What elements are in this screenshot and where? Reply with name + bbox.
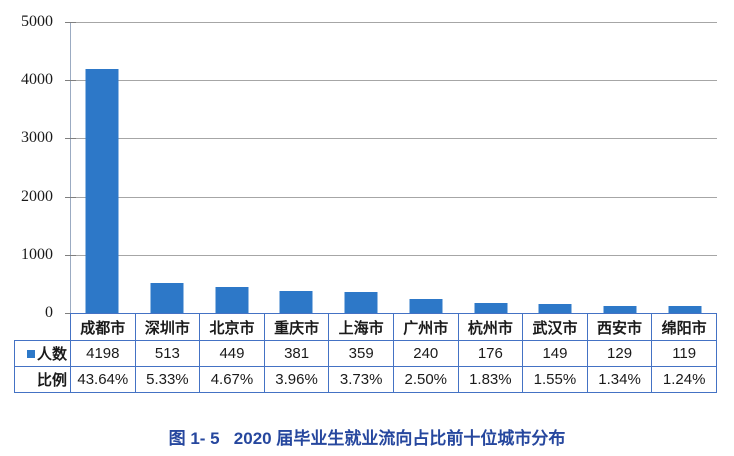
percent-cell: 1.83% (457, 366, 524, 393)
count-cell: 4198 (70, 340, 136, 367)
city-cell: 深圳市 (134, 313, 201, 341)
gridline-4000 (71, 80, 717, 81)
city-cell: 上海市 (328, 313, 394, 341)
y-axis-tick (65, 80, 76, 81)
y-axis-tick-label: 5000 (21, 13, 53, 30)
y-axis-tick (65, 255, 76, 256)
table-row-cities: 成都市 深圳市 北京市 重庆市 上海市 广州市 杭州市 武汉市 西安市 绵阳市 (15, 313, 717, 341)
row-label-count: 人数 (14, 340, 71, 367)
bar-beijing (215, 286, 249, 313)
count-cell: 240 (392, 340, 459, 367)
bar-column (394, 22, 459, 313)
count-cell: 176 (457, 340, 524, 367)
city-cell: 重庆市 (263, 313, 330, 341)
count-cell: 149 (522, 340, 588, 367)
bar-shenzhen (150, 283, 184, 313)
bar-column (652, 22, 717, 313)
bar-column (329, 22, 394, 313)
y-axis: 5000 4000 3000 2000 1000 0 (0, 0, 62, 340)
city-cell: 武汉市 (522, 313, 588, 341)
y-axis-tick (65, 197, 76, 198)
city-cell: 成都市 (70, 313, 136, 341)
gridline-1000 (71, 255, 717, 256)
y-axis-tick-label: 3000 (21, 129, 53, 146)
bar-column (70, 22, 135, 313)
percent-cell: 2.50% (392, 366, 459, 393)
bar-mianyang (668, 306, 702, 313)
count-cell: 359 (328, 340, 394, 367)
bar-chengdu (85, 68, 119, 313)
bar-shanghai (344, 292, 378, 313)
bar-chongqing (279, 290, 313, 313)
bar-column (135, 22, 200, 313)
count-cell: 381 (263, 340, 330, 367)
bar-column (199, 22, 264, 313)
percent-cell: 1.24% (651, 366, 717, 393)
count-cell: 513 (134, 340, 201, 367)
data-table: 成都市 深圳市 北京市 重庆市 上海市 广州市 杭州市 武汉市 西安市 绵阳市 … (14, 313, 717, 393)
bar-xian (603, 305, 637, 313)
bar-column (458, 22, 523, 313)
percent-cell: 1.55% (522, 366, 588, 393)
city-cell: 北京市 (199, 313, 265, 341)
percent-cell: 3.96% (263, 366, 330, 393)
percent-cell: 3.73% (328, 366, 394, 393)
percent-cell: 5.33% (134, 366, 201, 393)
city-cell: 杭州市 (457, 313, 524, 341)
bar-wuhan (538, 304, 572, 313)
y-axis-tick-label: 2000 (21, 188, 53, 205)
bar-series (70, 22, 717, 313)
row-label-percent-text: 比例 (36, 372, 67, 389)
percent-cell: 4.67% (199, 366, 265, 393)
row-label-count-text: 人数 (36, 346, 67, 363)
city-cell: 广州市 (392, 313, 459, 341)
gridline-2000 (71, 197, 717, 198)
percent-cell: 43.64% (70, 366, 136, 393)
y-axis-tick-label: 1000 (21, 246, 53, 263)
table-row-counts: 人数 4198 513 449 381 359 240 176 149 129 … (14, 340, 717, 367)
y-axis-tick-label: 0 (45, 304, 53, 321)
y-axis-tick (65, 22, 76, 23)
y-axis-tick (65, 138, 76, 139)
count-cell: 449 (199, 340, 265, 367)
bar-column (523, 22, 588, 313)
figure-caption: 图 1- 5 2020 届毕业生就业流向占比前十位城市分布 (168, 429, 566, 448)
city-cell: 绵阳市 (651, 313, 717, 341)
percent-cell: 1.34% (586, 366, 653, 393)
bar-column (264, 22, 329, 313)
bar-guangzhou (409, 299, 443, 313)
legend-swatch-icon (26, 350, 35, 358)
bar-hangzhou (474, 302, 508, 313)
gridline-3000 (71, 138, 717, 139)
table-row-percents: 比例 43.64% 5.33% 4.67% 3.96% 3.73% 2.50% … (14, 366, 717, 393)
y-axis-tick-label: 4000 (21, 71, 53, 88)
table-corner-cell (15, 314, 71, 341)
row-label-percent: 比例 (14, 366, 71, 393)
city-cell: 西安市 (586, 313, 653, 341)
count-cell: 119 (651, 340, 717, 367)
bar-column (588, 22, 653, 313)
count-cell: 129 (586, 340, 653, 367)
